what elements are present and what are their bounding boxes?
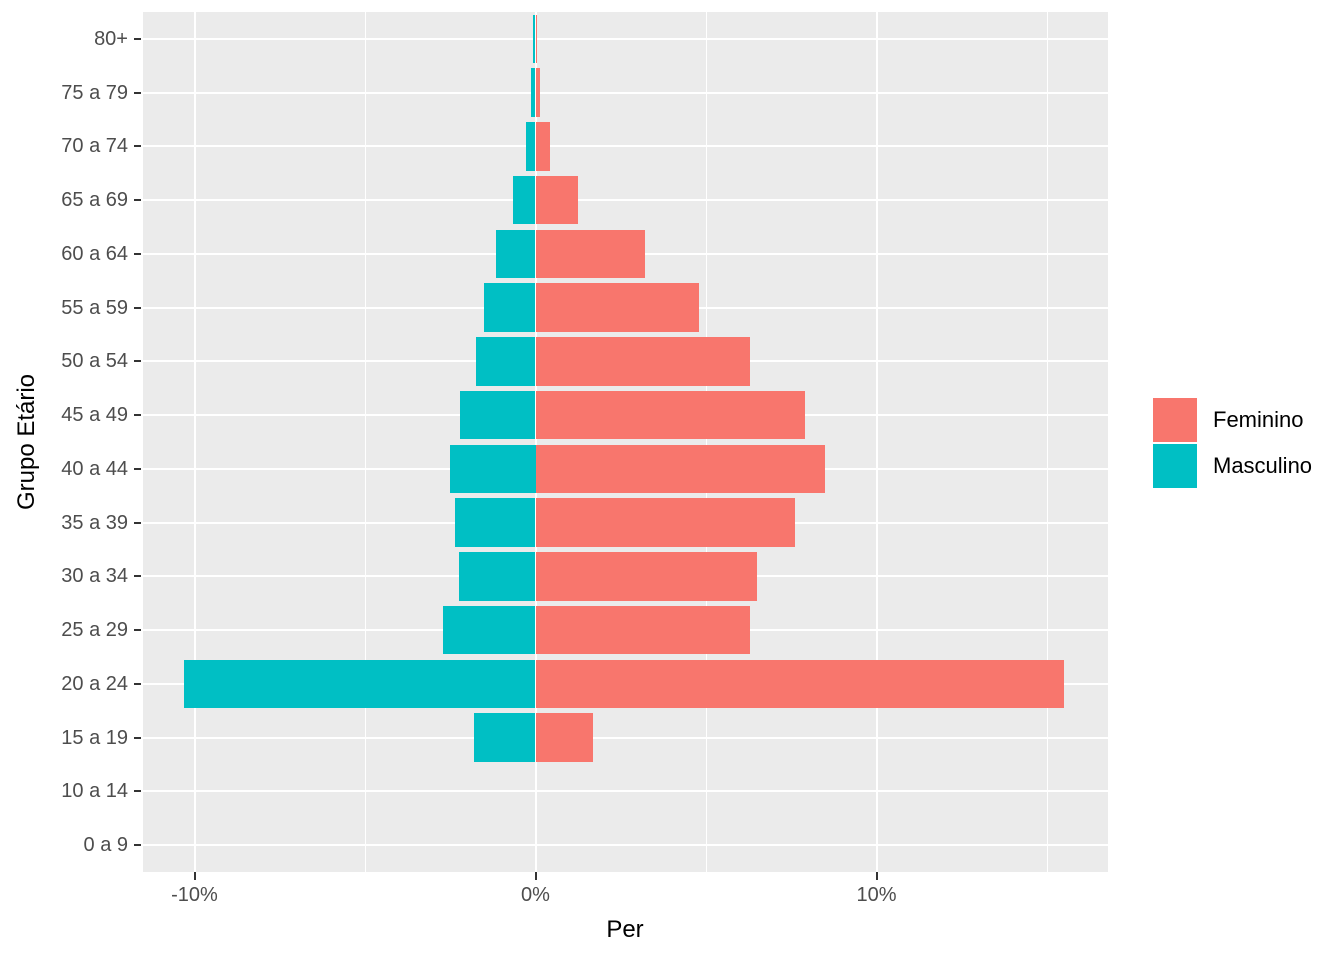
y-axis-tick xyxy=(134,306,141,309)
y-axis-tick-label: 75 a 79 xyxy=(61,81,128,104)
y-axis-tick xyxy=(134,360,141,363)
legend-item-masculino: Masculino xyxy=(1153,444,1312,488)
x-axis-tick-label: 10% xyxy=(856,884,897,906)
y-axis-tick-label: 80+ xyxy=(94,27,128,50)
bar-feminino-15-a-19 xyxy=(535,713,594,762)
bar-masculino-45-a-49 xyxy=(460,390,536,440)
bar-masculino-15-a-19 xyxy=(474,713,536,762)
y-axis-tick-label: 40 a 44 xyxy=(61,457,128,480)
y-axis-tick-label: 60 a 64 xyxy=(61,242,128,265)
x-axis-tick-label: -10% xyxy=(171,884,218,906)
gridline-major-vertical xyxy=(193,12,196,872)
bar-feminino-20-a-24 xyxy=(535,659,1065,709)
y-axis-tick xyxy=(134,414,141,417)
legend: Feminino Masculino xyxy=(1153,398,1312,490)
x-axis-tick-label: 0% xyxy=(521,884,550,906)
gridline-minor-vertical xyxy=(1046,12,1048,872)
x-axis-tick xyxy=(875,872,878,880)
legend-item-feminino: Feminino xyxy=(1153,398,1312,442)
bar-masculino-50-a-54 xyxy=(475,337,536,386)
bar-feminino-60-a-64 xyxy=(535,229,645,279)
gridline-major-horizontal xyxy=(143,91,1108,94)
gridline-major-vertical xyxy=(875,12,878,872)
y-axis-tick xyxy=(134,790,141,793)
bar-feminino-50-a-54 xyxy=(535,337,751,386)
bar-masculino-30-a-34 xyxy=(458,552,536,601)
bar-masculino-65-a-69 xyxy=(513,175,536,225)
bar-masculino-55-a-59 xyxy=(484,283,536,332)
gridline-major-horizontal xyxy=(143,145,1108,148)
bar-feminino-75-a-79 xyxy=(535,68,540,117)
y-axis-tick xyxy=(134,252,141,255)
y-axis-tick-label: 45 a 49 xyxy=(61,404,128,427)
y-axis-tick xyxy=(134,91,141,94)
y-axis-title: Grupo Etário xyxy=(13,373,40,511)
x-axis-tick xyxy=(193,872,196,880)
bar-masculino-80+ xyxy=(532,14,536,64)
bar-masculino-60-a-64 xyxy=(496,229,536,279)
y-axis-tick-label: 70 a 74 xyxy=(61,135,128,158)
bar-feminino-30-a-34 xyxy=(535,552,758,601)
y-axis-tick-label: 0 a 9 xyxy=(83,834,128,857)
legend-label-masculino: Masculino xyxy=(1213,453,1313,478)
gridline-major-vertical xyxy=(534,12,537,872)
y-axis-tick-label: 35 a 39 xyxy=(61,511,128,534)
bar-feminino-80+ xyxy=(535,14,538,64)
bar-feminino-35-a-39 xyxy=(535,498,795,547)
legend-label-feminino: Feminino xyxy=(1213,407,1304,432)
y-axis-tick xyxy=(134,575,141,578)
y-axis-tick xyxy=(134,145,141,148)
legend-key-feminino-swatch xyxy=(1153,398,1197,442)
bar-feminino-45-a-49 xyxy=(535,390,805,440)
y-axis-tick xyxy=(134,37,141,40)
bar-feminino-40-a-44 xyxy=(535,444,826,494)
gridline-major-horizontal xyxy=(143,844,1108,847)
y-axis-tick-label: 55 a 59 xyxy=(61,296,128,319)
y-axis-tick-label: 50 a 54 xyxy=(61,350,128,373)
y-axis-tick-label: 65 a 69 xyxy=(61,189,128,212)
gridline-minor-vertical xyxy=(364,12,366,872)
bar-masculino-35-a-39 xyxy=(455,498,536,547)
y-axis-tick xyxy=(134,521,141,524)
bar-masculino-20-a-24 xyxy=(184,659,536,709)
plot-panel xyxy=(143,12,1108,872)
y-axis-tick xyxy=(134,682,141,685)
bar-feminino-65-a-69 xyxy=(535,175,579,225)
legend-key-masculino-swatch xyxy=(1153,444,1197,488)
y-axis-tick-label: 20 a 24 xyxy=(61,672,128,695)
y-axis-tick xyxy=(134,199,141,202)
gridline-major-horizontal xyxy=(143,199,1108,202)
y-axis-tick-label: 30 a 34 xyxy=(61,565,128,588)
x-axis-title: Per xyxy=(606,916,644,943)
y-axis-tick-label: 15 a 19 xyxy=(61,726,128,749)
x-axis-tick xyxy=(534,872,537,880)
bar-feminino-55-a-59 xyxy=(535,283,700,332)
gridline-major-horizontal xyxy=(143,790,1108,793)
gridline-minor-vertical xyxy=(705,12,707,872)
bar-masculino-25-a-29 xyxy=(443,605,536,655)
y-axis-tick xyxy=(134,629,141,632)
gridline-major-horizontal xyxy=(143,736,1108,739)
y-axis-tick xyxy=(134,736,141,739)
y-axis-tick xyxy=(134,467,141,470)
y-axis-tick-label: 10 a 14 xyxy=(61,780,128,803)
bar-masculino-40-a-44 xyxy=(450,444,536,494)
gridline-major-horizontal xyxy=(143,37,1108,40)
y-axis-tick xyxy=(134,844,141,847)
bar-feminino-25-a-29 xyxy=(535,605,751,655)
bar-feminino-70-a-74 xyxy=(535,122,551,171)
bar-masculino-75-a-79 xyxy=(531,68,536,117)
bar-masculino-70-a-74 xyxy=(525,122,536,171)
y-axis-tick-label: 25 a 29 xyxy=(61,619,128,642)
